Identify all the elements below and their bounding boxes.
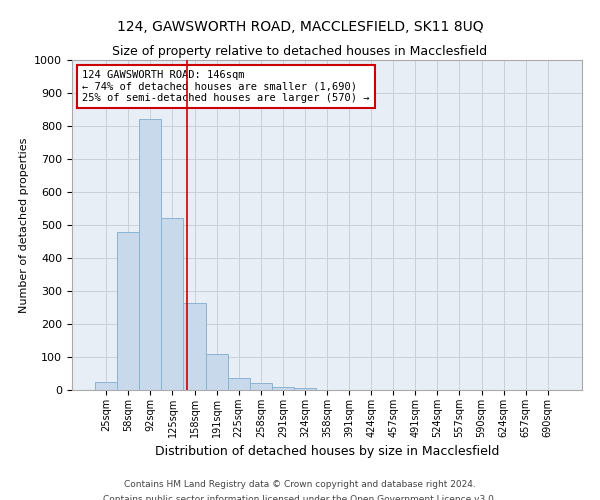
Bar (161, 218, 184, 390)
Text: 124, GAWSWORTH ROAD, MACCLESFIELD, SK11 8UQ: 124, GAWSWORTH ROAD, MACCLESFIELD, SK11 … (116, 20, 484, 34)
Text: Size of property relative to detached houses in Macclesfield: Size of property relative to detached ho… (112, 45, 488, 58)
Bar (294, 388, 316, 390)
Bar (184, 302, 206, 390)
Bar (95, 382, 117, 390)
Bar (206, 354, 227, 390)
Text: 124 GAWSWORTH ROAD: 146sqm
← 74% of detached houses are smaller (1,690)
25% of s: 124 GAWSWORTH ROAD: 146sqm ← 74% of deta… (82, 70, 370, 103)
Text: Contains HM Land Registry data © Crown copyright and database right 2024.: Contains HM Land Registry data © Crown c… (124, 480, 476, 489)
Text: Contains public sector information licensed under the Open Government Licence v3: Contains public sector information licen… (103, 495, 497, 500)
Y-axis label: Number of detached properties: Number of detached properties (19, 138, 29, 312)
X-axis label: Distribution of detached houses by size in Macclesfield: Distribution of detached houses by size … (155, 446, 499, 458)
Bar (272, 386, 294, 390)
Bar (227, 378, 250, 390)
Bar (139, 120, 161, 390)
Bar (117, 232, 139, 390)
Bar (250, 384, 272, 390)
